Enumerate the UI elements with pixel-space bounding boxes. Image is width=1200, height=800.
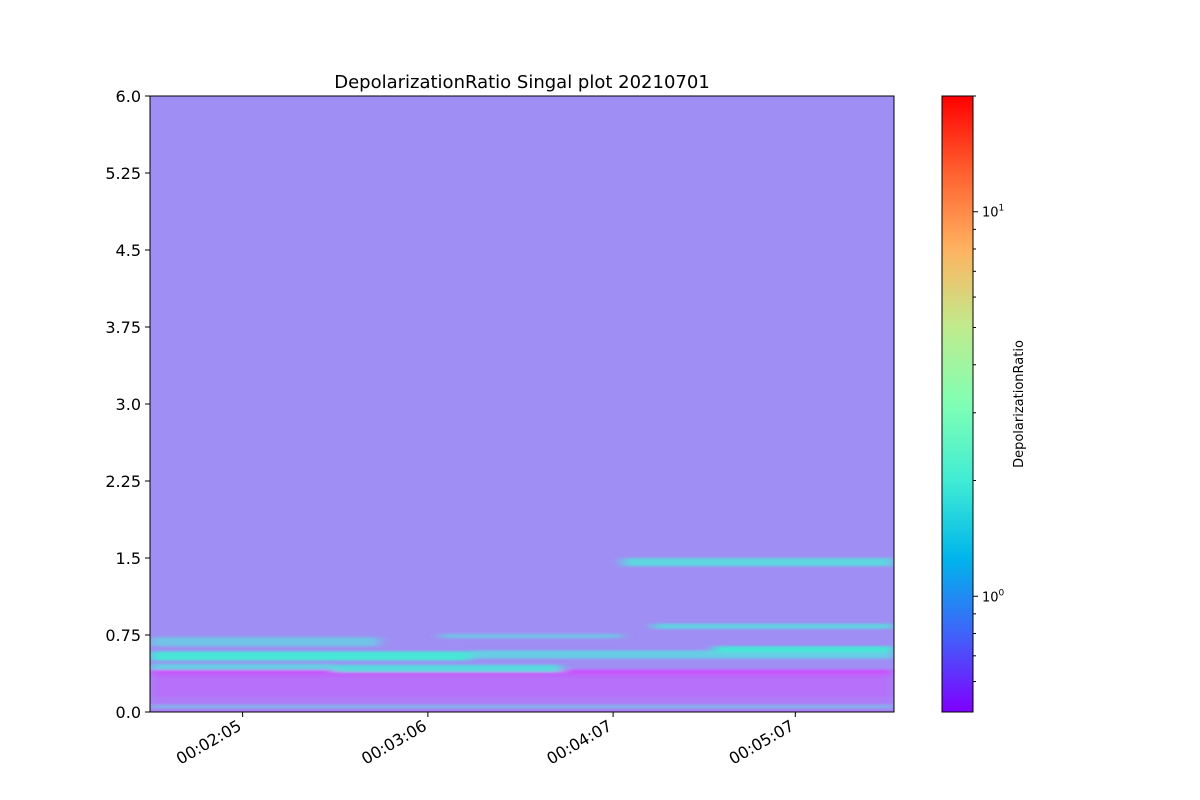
y-tick-label: 3.0 [116, 395, 141, 414]
colorbar: 100 101 DepolarizationRatio [941, 95, 1027, 713]
heatmap-band [150, 651, 471, 661]
colorbar-ticks: 100 101 [973, 95, 1005, 683]
heatmap-band [470, 650, 894, 659]
heatmap-plot-area [149, 95, 895, 713]
heatmap-band [150, 709, 894, 712]
heatmap-band [440, 634, 623, 639]
y-tick-label: 1.5 [116, 549, 141, 568]
colorbar-label: DepolarizationRatio [1012, 340, 1027, 468]
heatmap-band [150, 663, 334, 670]
colorbar-gradient [941, 95, 974, 713]
heatmap-band [713, 646, 894, 653]
heatmap-bands [150, 558, 894, 712]
heatmap-band [333, 664, 562, 672]
chart-title: DepolarizationRatio Singal plot 20210701 [334, 72, 710, 93]
y-tick-label: 2.25 [105, 472, 141, 491]
heatmap-band [150, 696, 894, 705]
heatmap-band [622, 558, 894, 567]
y-tick-label: 4.5 [116, 241, 141, 260]
heatmap-band [150, 637, 380, 647]
heatmap-band [150, 704, 894, 708]
heatmap-background [150, 96, 894, 712]
y-tick-label: 3.75 [105, 318, 141, 337]
x-tick-label: 00:02:05 [173, 716, 245, 768]
heatmap-band [150, 677, 894, 697]
colorbar-tick-label: 100 [982, 588, 1005, 605]
x-axis: 00:02:05 00:03:06 00:04:07 00:05:07 [173, 712, 797, 768]
heatmap-band [652, 623, 894, 629]
y-tick-label: 0.75 [105, 626, 141, 645]
y-tick-label: 6.0 [116, 87, 141, 106]
x-tick-label: 00:04:07 [543, 716, 615, 768]
y-tick-label: 5.25 [105, 164, 141, 183]
colorbar-tick-label: 101 [982, 204, 1004, 221]
y-axis: 0.0 0.75 1.5 2.25 3.0 3.75 4.5 5.25 6.0 [105, 87, 150, 722]
heatmap-band [150, 670, 894, 678]
y-tick-label: 0.0 [116, 703, 141, 722]
x-tick-label: 00:05:07 [726, 716, 798, 768]
x-tick-label: 00:03:06 [358, 716, 430, 768]
